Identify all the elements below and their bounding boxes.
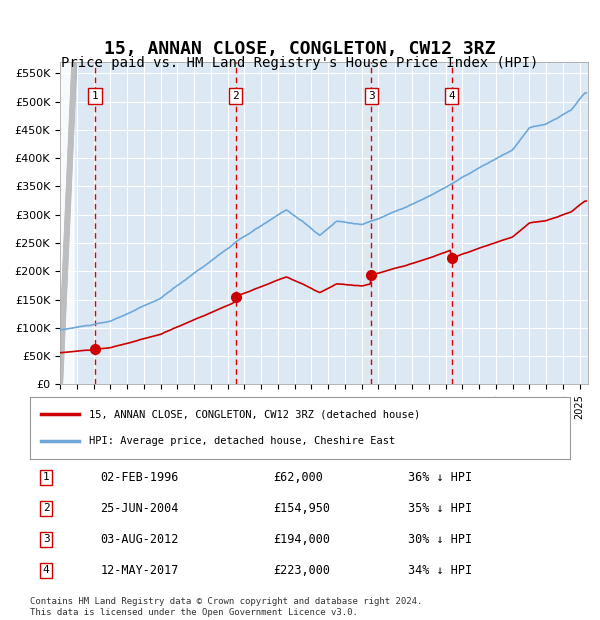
Text: 12-MAY-2017: 12-MAY-2017 — [100, 564, 179, 577]
Text: 2: 2 — [43, 503, 50, 513]
Text: 35% ↓ HPI: 35% ↓ HPI — [408, 502, 472, 515]
Text: 15, ANNAN CLOSE, CONGLETON, CW12 3RZ (detached house): 15, ANNAN CLOSE, CONGLETON, CW12 3RZ (de… — [89, 409, 421, 419]
Text: 25-JUN-2004: 25-JUN-2004 — [100, 502, 179, 515]
Text: Contains HM Land Registry data © Crown copyright and database right 2024.
This d: Contains HM Land Registry data © Crown c… — [30, 598, 422, 617]
Text: 02-FEB-1996: 02-FEB-1996 — [100, 471, 179, 484]
Text: HPI: Average price, detached house, Cheshire East: HPI: Average price, detached house, Ches… — [89, 436, 395, 446]
Text: £223,000: £223,000 — [273, 564, 330, 577]
Text: £194,000: £194,000 — [273, 533, 330, 546]
Text: 4: 4 — [448, 91, 455, 101]
Text: Price paid vs. HM Land Registry's House Price Index (HPI): Price paid vs. HM Land Registry's House … — [61, 56, 539, 70]
Text: £154,950: £154,950 — [273, 502, 330, 515]
Text: 1: 1 — [43, 472, 50, 482]
Text: 4: 4 — [43, 565, 50, 575]
Text: 2: 2 — [232, 91, 239, 101]
Text: 36% ↓ HPI: 36% ↓ HPI — [408, 471, 472, 484]
Text: 34% ↓ HPI: 34% ↓ HPI — [408, 564, 472, 577]
Text: 15, ANNAN CLOSE, CONGLETON, CW12 3RZ: 15, ANNAN CLOSE, CONGLETON, CW12 3RZ — [104, 40, 496, 58]
Text: £62,000: £62,000 — [273, 471, 323, 484]
Text: 03-AUG-2012: 03-AUG-2012 — [100, 533, 179, 546]
Text: 30% ↓ HPI: 30% ↓ HPI — [408, 533, 472, 546]
Text: 3: 3 — [43, 534, 50, 544]
Bar — [60, 62, 74, 384]
Text: 1: 1 — [91, 91, 98, 101]
Text: 3: 3 — [368, 91, 375, 101]
